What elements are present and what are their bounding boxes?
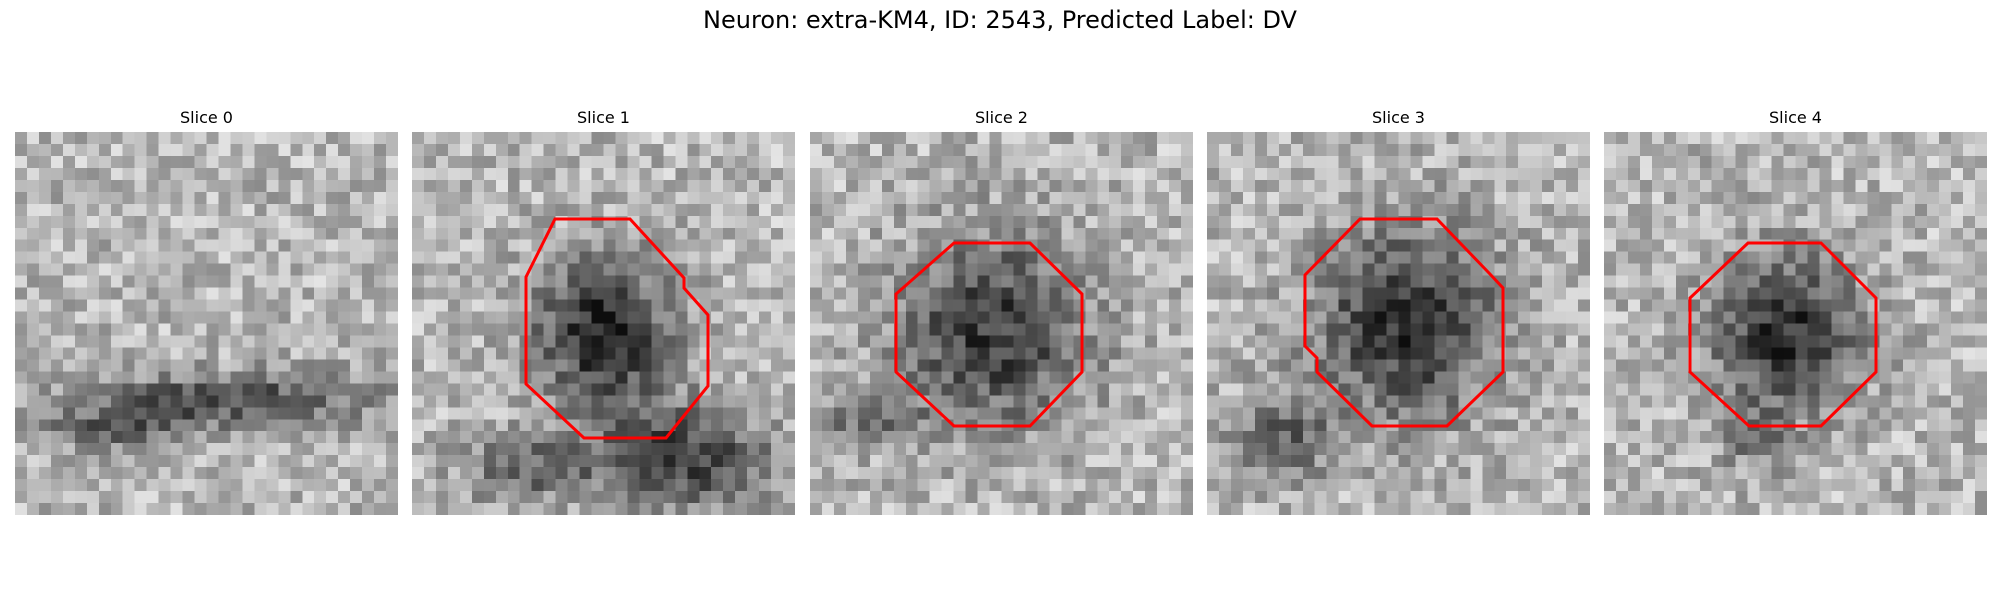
slice-title-3: Slice 3 [1372, 108, 1425, 127]
slice-panel-0: Slice 0 [15, 108, 398, 515]
slice-panel-4: Slice 4 [1604, 108, 1987, 515]
slice-title-2: Slice 2 [975, 108, 1028, 127]
figure-title: Neuron: extra-KM4, ID: 2543, Predicted L… [703, 6, 1297, 34]
roi-outline-4 [1688, 241, 1878, 428]
slice-image-0 [15, 132, 398, 515]
slice-panel-2: Slice 2 [810, 108, 1193, 515]
slice-image-3 [1207, 132, 1590, 515]
slice-title-1: Slice 1 [577, 108, 630, 127]
slice-panel-3: Slice 3 [1207, 108, 1590, 515]
roi-outline-3 [1303, 217, 1505, 428]
slice-title-0: Slice 0 [180, 108, 233, 127]
roi-outline-2 [894, 241, 1084, 428]
slice-image-1 [412, 132, 795, 515]
slice-image-4 [1604, 132, 1987, 515]
roi-outline-1 [524, 217, 710, 440]
slice-image-2 [810, 132, 1193, 515]
slice-panel-1: Slice 1 [412, 108, 795, 515]
slice-title-4: Slice 4 [1769, 108, 1822, 127]
